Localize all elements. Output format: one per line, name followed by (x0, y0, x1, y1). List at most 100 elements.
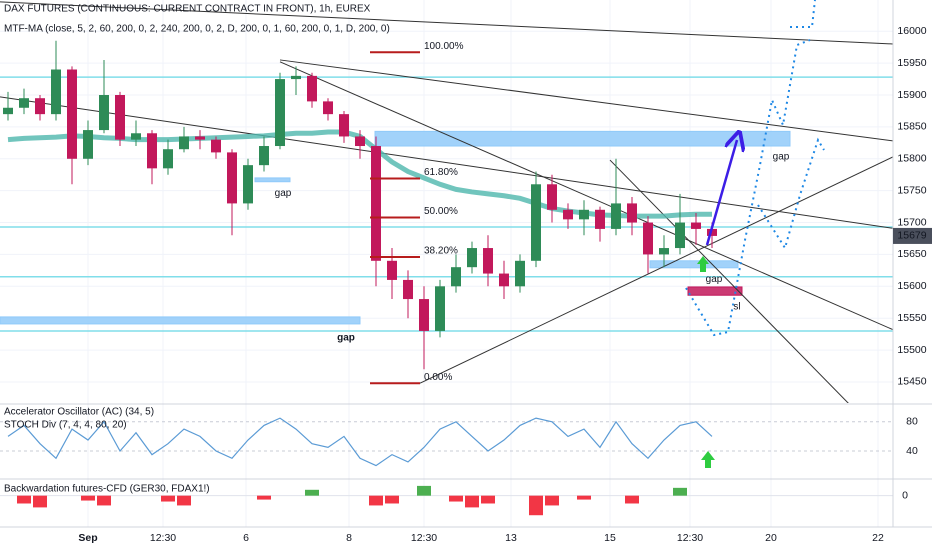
candle-body (291, 75, 301, 80)
annotation: gap (773, 152, 790, 163)
candle-body (515, 260, 525, 287)
last-price-tag (893, 227, 932, 244)
candle-body (195, 136, 205, 140)
indicator-label: MTF-MA (close, 5, 2, 60, 200, 0, 2, 240,… (4, 24, 390, 35)
forecast-path (790, 0, 816, 28)
bar (577, 495, 591, 500)
candle-body (419, 299, 429, 331)
y-tick-label: 40 (906, 445, 918, 457)
candle-body (579, 209, 589, 220)
y-tick-label: 15700 (897, 216, 926, 228)
overlay: Sep 12:30 6 8 12:30 13 15 12:30 20 22 15450 15500 15… (78, 25, 932, 544)
bar (465, 495, 479, 508)
bar (673, 487, 687, 496)
x-tick-label: 8 (346, 532, 352, 544)
candle-body (627, 203, 637, 223)
last-price-label: 15679 (897, 230, 926, 242)
candle-body (67, 69, 77, 159)
drawings (685, 0, 825, 468)
bar (17, 495, 31, 504)
y-tick-label: 15800 (897, 153, 926, 165)
y-tick-label: 15500 (897, 344, 926, 356)
bar (305, 489, 319, 496)
candle-body (707, 228, 717, 236)
candle-body (675, 222, 685, 249)
zone (0, 316, 361, 325)
stoch-line (7, 417, 713, 467)
candle-body (259, 146, 269, 166)
bar (257, 495, 271, 500)
candle-body (611, 203, 621, 229)
candle-body (643, 222, 653, 255)
candle-body (483, 248, 493, 274)
annotation: gap (337, 333, 355, 344)
candle-body (659, 248, 669, 255)
bar (369, 495, 383, 506)
candle-body (19, 98, 29, 108)
annotation: gap (706, 274, 723, 285)
candle-body (371, 146, 381, 261)
x-tick-label: 6 (243, 532, 249, 544)
grid (0, 0, 893, 527)
bar (385, 495, 399, 504)
candle-body (403, 279, 413, 300)
y-tick-label: 15750 (897, 184, 926, 196)
y-tick-label: 80 (906, 416, 918, 428)
candle-body (35, 98, 45, 115)
x-tick-label: 20 (765, 532, 777, 544)
y-tick-label: 15600 (897, 280, 926, 292)
candle-body (163, 149, 173, 169)
candle-body (115, 95, 125, 140)
bar (417, 485, 431, 496)
y-tick-label: 15950 (897, 57, 926, 69)
candle-body (467, 248, 477, 268)
candle-body (243, 165, 253, 204)
forecast-arrow (705, 140, 737, 246)
trend-line (279, 59, 893, 142)
forecast-path (757, 137, 825, 251)
fib-label: 100.00% (424, 41, 464, 52)
bar (529, 495, 543, 516)
y-tick-label: 15650 (897, 248, 926, 260)
x-tick-label: 12:30 (677, 532, 703, 544)
candle-body (3, 107, 13, 115)
y-tick-label: 0 (902, 489, 908, 501)
candle-body (595, 209, 605, 229)
bar (177, 495, 191, 506)
trend-line (0, 96, 893, 229)
candle-body (307, 75, 317, 102)
candle-body (547, 184, 557, 210)
chart-title: DAX FUTURES (CONTINUOUS: CURRENT CONTRAC… (4, 4, 371, 15)
trend-line (419, 156, 893, 384)
candle-body (531, 184, 541, 261)
indicator-label: Backwardation futures-CFD (GER30, FDAX1!… (4, 484, 210, 495)
fib-label: 0.00% (424, 372, 452, 383)
candle-body (387, 260, 397, 280)
candle-body (563, 209, 573, 220)
candle-body (51, 69, 61, 115)
x-tick-label: Sep (78, 532, 97, 544)
bar (33, 495, 47, 508)
candle-body (355, 136, 365, 147)
candle-body (275, 79, 285, 147)
trend-line (609, 159, 849, 403)
bar (81, 495, 95, 501)
bar (625, 495, 639, 504)
candle-body (435, 286, 445, 331)
zone (254, 177, 291, 183)
bar (161, 495, 175, 502)
candle-body (323, 101, 333, 115)
candle-body (211, 139, 221, 153)
fib-label: 50.00% (424, 206, 458, 217)
y-tick-label: 15850 (897, 121, 926, 133)
x-tick-label: 12:30 (411, 532, 437, 544)
annotation: sl (733, 301, 740, 312)
candle-body (451, 267, 461, 287)
candle-body (691, 222, 701, 229)
y-tick-label: 15550 (897, 312, 926, 324)
y-tick-label: 15450 (897, 376, 926, 388)
x-tick-label: 12:30 (150, 532, 176, 544)
fib-label: 61.80% (424, 167, 458, 178)
y-tick-label: 15900 (897, 89, 926, 101)
